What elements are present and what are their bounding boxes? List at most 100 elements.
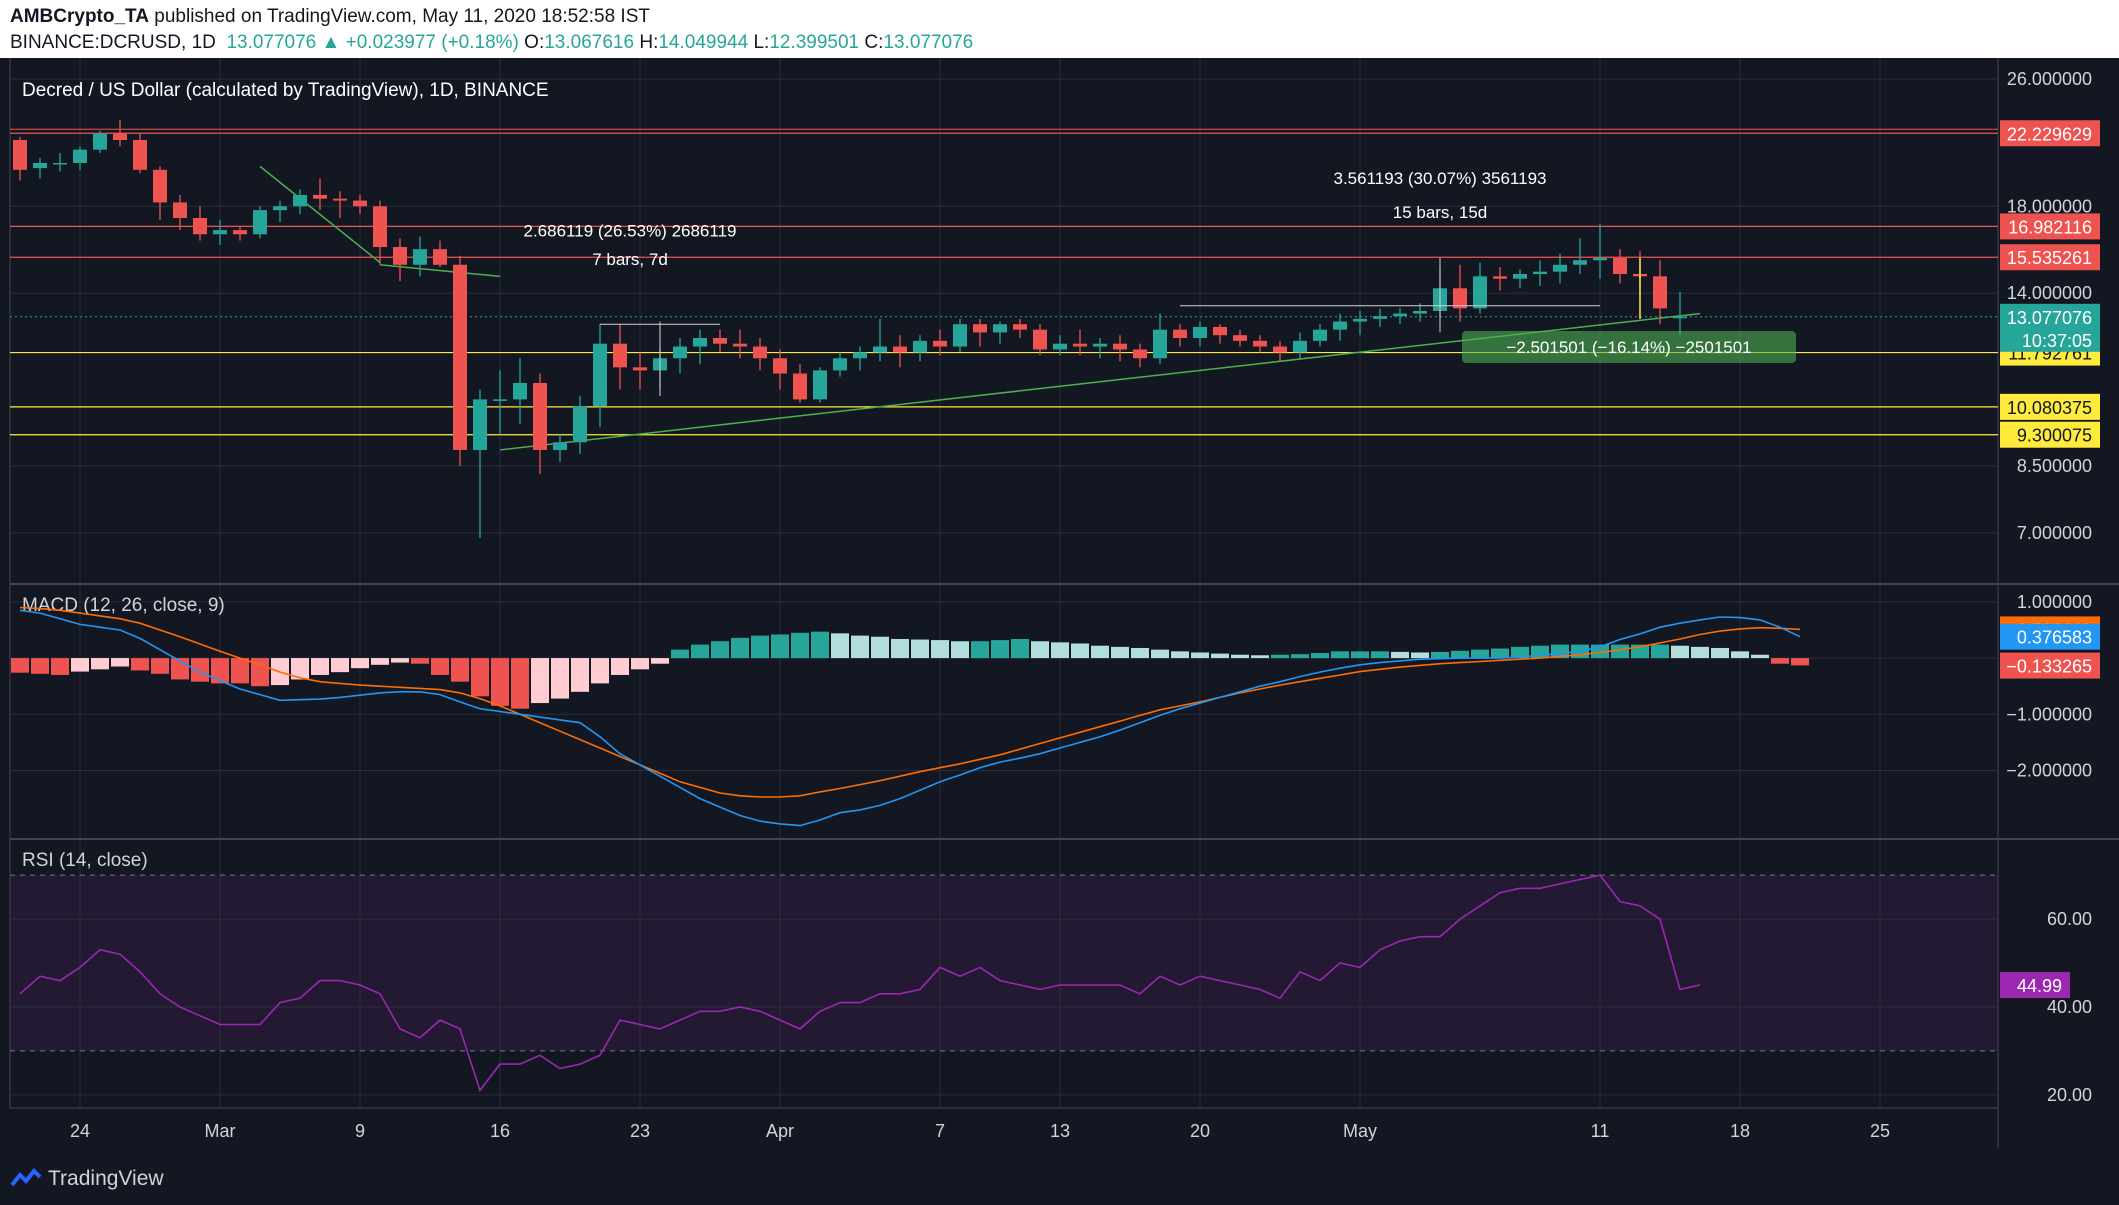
macd-histogram-bar (711, 641, 729, 659)
candle-body (1013, 324, 1027, 330)
measure-label: 3.561193 (30.07%) 3561193 (1334, 169, 1547, 188)
time-tick-label: 23 (630, 1121, 650, 1141)
candle-body (393, 247, 407, 265)
macd-histogram-bar (1071, 643, 1089, 659)
level-price-text: 22.229629 (2007, 124, 2092, 144)
level-price-badge (2000, 120, 2100, 147)
level-price-text: 10.080375 (2007, 398, 2092, 418)
last-price-badge (2000, 303, 2100, 352)
candle-body (1653, 276, 1667, 309)
time-tick-label: 16 (490, 1121, 510, 1141)
tradingview-brand[interactable]: TradingView (48, 1167, 164, 1190)
macd-histogram-bar (191, 658, 209, 682)
candle-body (373, 206, 387, 248)
macd-histogram-bar (1151, 649, 1169, 659)
candle-body (813, 370, 827, 400)
macd-histogram-bar (1651, 644, 1669, 659)
candle-body (693, 338, 707, 347)
candle-body (1033, 329, 1047, 350)
macd-histogram-bar (1711, 647, 1729, 659)
level-price-badge (2000, 421, 2100, 448)
tradingview-logo-icon (10, 1168, 42, 1187)
candle-body (213, 230, 227, 235)
macd-histogram-bar (151, 658, 169, 674)
candle-body (613, 343, 627, 368)
measure-sublabel: 7 bars, 7d (592, 250, 668, 269)
level-price-text: 15.535261 (2007, 248, 2092, 268)
candle-body (973, 324, 987, 333)
macd-tick-label: 1.000000 (2017, 592, 2092, 612)
macd-histogram-bar (331, 658, 349, 673)
macd-histogram-bar (71, 658, 89, 672)
macd-histogram-bar (631, 658, 649, 670)
macd-histogram-bar (91, 658, 109, 670)
macd-histogram-bar (931, 640, 949, 659)
macd-histogram-bar (1011, 638, 1029, 659)
macd-histogram-bar (831, 633, 849, 659)
rsi-band (10, 875, 1998, 1051)
macd-histogram-bar (1611, 644, 1629, 659)
chart-canvas[interactable]: 2.686119 (26.53%) 2686119 7 bars, 7d 3.561… (0, 58, 2119, 1155)
candle-body (1533, 271, 1547, 274)
macd-histogram-bar (1131, 647, 1149, 659)
macd-histogram-bar (851, 635, 869, 659)
macd-histogram-bar (571, 658, 589, 692)
candle-body (573, 406, 587, 443)
candle-body (53, 162, 67, 165)
candle-body (633, 367, 647, 371)
candle-body (993, 324, 1007, 333)
macd-histogram-bar (491, 658, 509, 706)
candle-body (493, 399, 507, 401)
macd-histogram-bar (611, 658, 629, 675)
candle-body (1253, 340, 1267, 347)
price-change: +0.023977 (+0.18%) (345, 32, 519, 53)
candle-body (313, 194, 327, 199)
macd-histogram-bar (471, 658, 489, 697)
candle-body (153, 169, 167, 203)
macd-histogram-bar (1511, 646, 1529, 659)
candle-body (1093, 343, 1107, 347)
candle-body (333, 198, 347, 201)
measure-label: 2.686119 (26.53%) 2686119 (524, 221, 737, 240)
candle-body (253, 210, 267, 235)
macd-histogram-bar (1351, 651, 1369, 659)
macd-histogram-bar (1091, 645, 1109, 659)
macd-histogram-bar (1431, 651, 1449, 659)
rsi-tick-label: 40.00 (2047, 997, 2092, 1017)
candle-body (893, 346, 907, 353)
candle-body (793, 373, 807, 400)
candle-body (1353, 318, 1367, 322)
candle-body (273, 206, 287, 211)
candle-body (1613, 258, 1627, 274)
candle-body (1453, 288, 1467, 309)
publisher-name[interactable]: AMBCrypto_TA (10, 6, 149, 27)
open-value: 13.067616 (544, 32, 635, 53)
price-tick-label: 8.500000 (2017, 456, 2092, 476)
candle-body (1333, 321, 1347, 330)
close-label: C: (864, 32, 884, 53)
time-tick-label: Mar (205, 1121, 236, 1141)
candle-body (33, 162, 47, 169)
rsi-line (19, 874, 1701, 1093)
macd-histogram-bar (351, 658, 369, 669)
macd-tick-label: −1.000000 (2006, 704, 2092, 724)
candle-body (1293, 340, 1307, 353)
macd-histogram-bar (311, 658, 329, 675)
macd-histogram-bar (1331, 651, 1349, 659)
macd-histogram-bar (1191, 652, 1209, 659)
macd-histogram-bar (31, 658, 49, 674)
macd-histogram-bar (691, 644, 709, 659)
macd-histogram-bar (391, 658, 409, 663)
macd-histogram-bar (51, 658, 69, 675)
macd-histogram-bar (751, 635, 769, 659)
time-tick-label: 24 (70, 1121, 90, 1141)
candle-body (1113, 343, 1127, 350)
publish-info: published on TradingView.com, May 11, 20… (154, 6, 650, 27)
rsi-tick-label: 20.00 (2047, 1085, 2092, 1105)
level-price-badge (2000, 244, 2100, 271)
macd-histogram-bar (131, 658, 149, 671)
macd-histogram-bar (251, 658, 269, 687)
macd-histogram-bar (591, 658, 609, 684)
macd-histogram-bar (551, 658, 569, 699)
macd-histogram-bar (991, 640, 1009, 659)
